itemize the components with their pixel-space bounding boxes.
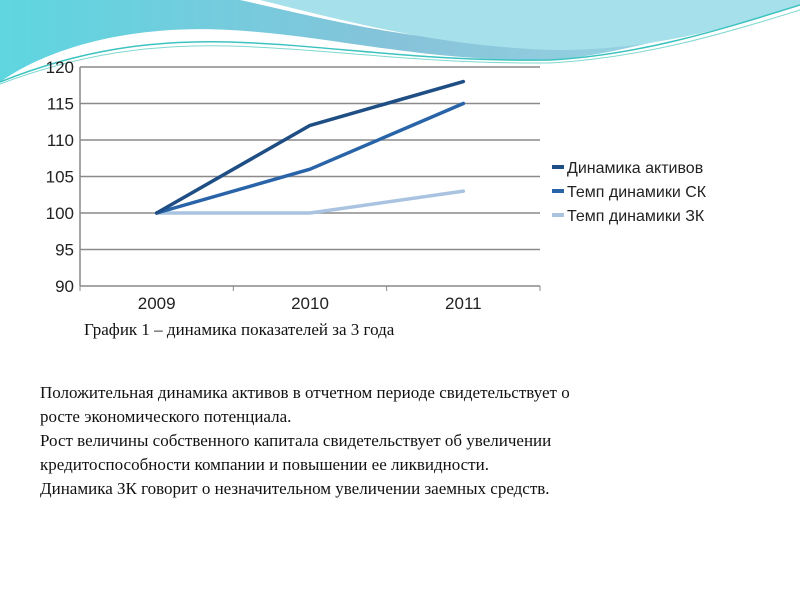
y-tick-label: 120 <box>46 58 74 77</box>
paragraph-line: Положительная динамика активов в отчетно… <box>40 383 570 402</box>
y-tick-label: 100 <box>46 204 74 223</box>
y-tick-label: 115 <box>47 95 74 114</box>
paragraph-line: Динамика ЗК говорит о незначительном уве… <box>40 479 550 498</box>
legend-label: Динамика активов <box>567 160 703 177</box>
legend-label: Темп динамики СК <box>567 184 707 201</box>
chart-caption: График 1 – динамика показателей за 3 год… <box>84 320 395 339</box>
y-tick-label: 95 <box>55 241 74 260</box>
legend-label: Темп динамики ЗК <box>567 208 705 225</box>
x-tick-label: 2011 <box>445 294 482 313</box>
series-line <box>154 79 466 215</box>
body-text: Положительная динамика активов в отчетно… <box>40 381 760 501</box>
paragraph-line: росте экономического потенциала. <box>40 407 292 426</box>
y-tick-label: 90 <box>55 277 74 296</box>
paragraph-line: Рост величины собственного капитала свид… <box>40 431 552 450</box>
series-line <box>154 101 466 215</box>
x-tick-label: 2009 <box>138 294 176 313</box>
paragraph-line: кредитоспособности компании и повышении … <box>40 455 489 474</box>
series-line <box>154 189 466 215</box>
y-tick-label: 105 <box>46 168 74 187</box>
x-tick-label: 2010 <box>291 294 329 313</box>
y-tick-label: 110 <box>47 131 74 150</box>
